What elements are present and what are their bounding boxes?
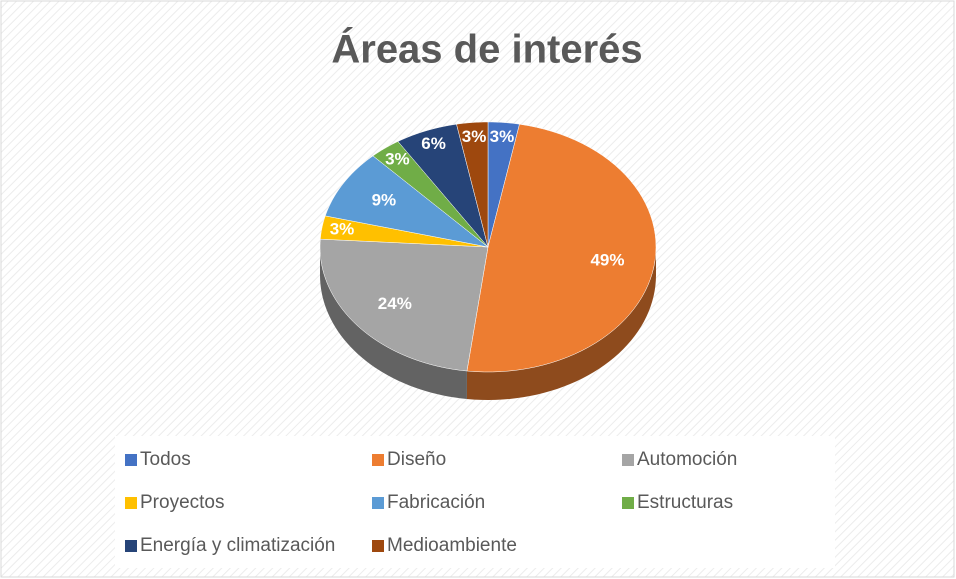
data-label: 24%: [378, 294, 412, 313]
pie-slice: [466, 123, 657, 373]
data-label: 3%: [385, 150, 410, 169]
data-label: 6%: [421, 134, 446, 153]
pie-side: [466, 247, 656, 400]
legend-swatch: [372, 540, 384, 552]
legend-swatch: [125, 454, 137, 466]
data-label: 49%: [590, 251, 624, 270]
pie-side: [320, 247, 467, 400]
legend-label: Fabricación: [387, 492, 485, 513]
legend-swatch: [622, 454, 634, 466]
legend-label: Estructuras: [637, 492, 733, 513]
data-label: 9%: [372, 191, 397, 210]
legend-label: Proyectos: [140, 492, 224, 513]
legend-label: Todos: [140, 449, 191, 470]
legend-swatch: [372, 497, 384, 509]
legend-label: Energía y climatización: [140, 535, 335, 556]
chart-title: Áreas de interés: [331, 27, 642, 72]
legend-label: Medioambiente: [387, 535, 517, 556]
data-label: 3%: [462, 127, 487, 146]
pie-slice: [319, 238, 489, 372]
data-label: 3%: [490, 127, 515, 146]
pie-slice: [456, 121, 489, 248]
legend-swatch: [622, 497, 634, 509]
legend-label: Automoción: [637, 449, 737, 470]
legend-label: Diseño: [387, 449, 446, 470]
legend-swatch: [125, 497, 137, 509]
legend-swatch: [372, 454, 384, 466]
pie-slice: [324, 155, 489, 248]
legend-swatch: [125, 540, 137, 552]
pie-slice: [372, 141, 489, 248]
pie-slice: [397, 123, 489, 248]
data-label: 3%: [330, 219, 355, 238]
legend-box: [115, 436, 835, 568]
